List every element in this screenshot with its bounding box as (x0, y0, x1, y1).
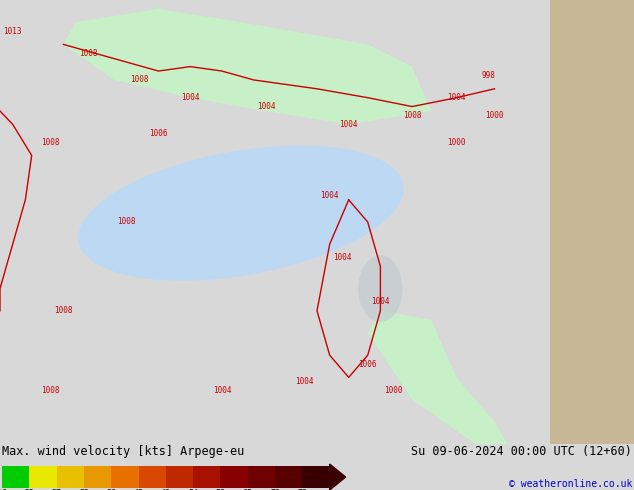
Bar (193, 466, 221, 488)
Text: 59: 59 (216, 489, 226, 490)
Text: [knots]: [knots] (350, 489, 385, 490)
Text: 1004: 1004 (181, 93, 200, 102)
Text: 1008: 1008 (54, 306, 73, 315)
Polygon shape (63, 9, 431, 124)
Text: 65: 65 (243, 489, 253, 490)
Polygon shape (368, 311, 507, 444)
Text: 1008: 1008 (79, 49, 98, 58)
Text: 49: 49 (161, 489, 171, 490)
Text: 70: 70 (270, 489, 280, 490)
Bar (84, 466, 111, 488)
Ellipse shape (78, 146, 404, 281)
Text: 1004: 1004 (371, 297, 390, 306)
Ellipse shape (358, 255, 403, 322)
Bar (275, 466, 302, 488)
Text: 1008: 1008 (130, 75, 149, 84)
Text: 1004: 1004 (295, 377, 314, 386)
Text: 1008: 1008 (41, 386, 60, 395)
Text: 1013: 1013 (3, 26, 22, 36)
Text: 43: 43 (134, 489, 143, 490)
Polygon shape (330, 464, 346, 490)
Text: Su 09-06-2024 00:00 UTC (12+60): Su 09-06-2024 00:00 UTC (12+60) (411, 445, 632, 458)
Bar (56, 466, 84, 488)
Text: © weatheronline.co.uk: © weatheronline.co.uk (508, 479, 632, 489)
Bar (2, 466, 29, 488)
Text: 998: 998 (481, 71, 495, 80)
Text: 1000: 1000 (384, 386, 403, 395)
Bar (139, 466, 166, 488)
Text: 1000: 1000 (485, 111, 504, 120)
Text: 16: 16 (0, 489, 7, 490)
Text: 1004: 1004 (447, 93, 466, 102)
Text: 1006: 1006 (358, 360, 377, 368)
Text: 1008: 1008 (41, 138, 60, 147)
Bar (221, 466, 248, 488)
Text: 1006: 1006 (149, 129, 168, 138)
Text: 54: 54 (188, 489, 198, 490)
Bar (550, 0, 634, 444)
Text: 1004: 1004 (320, 191, 339, 200)
Text: 1004: 1004 (339, 120, 358, 129)
Text: 22: 22 (24, 489, 34, 490)
Text: 1004: 1004 (333, 253, 352, 262)
Bar (29, 466, 56, 488)
Text: Max. wind velocity [kts] Arpege-eu: Max. wind velocity [kts] Arpege-eu (2, 445, 244, 458)
Text: 1004: 1004 (257, 102, 276, 111)
Text: 1008: 1008 (403, 111, 422, 120)
Text: 36: 36 (107, 489, 116, 490)
Bar (248, 466, 275, 488)
Text: 32: 32 (79, 489, 89, 490)
Text: 1008: 1008 (117, 218, 136, 226)
Text: 1000: 1000 (447, 138, 466, 147)
Text: 27: 27 (51, 489, 61, 490)
Text: 1004: 1004 (212, 386, 231, 395)
Bar (111, 466, 139, 488)
Text: 78: 78 (297, 489, 307, 490)
Bar (166, 466, 193, 488)
Bar (302, 466, 330, 488)
